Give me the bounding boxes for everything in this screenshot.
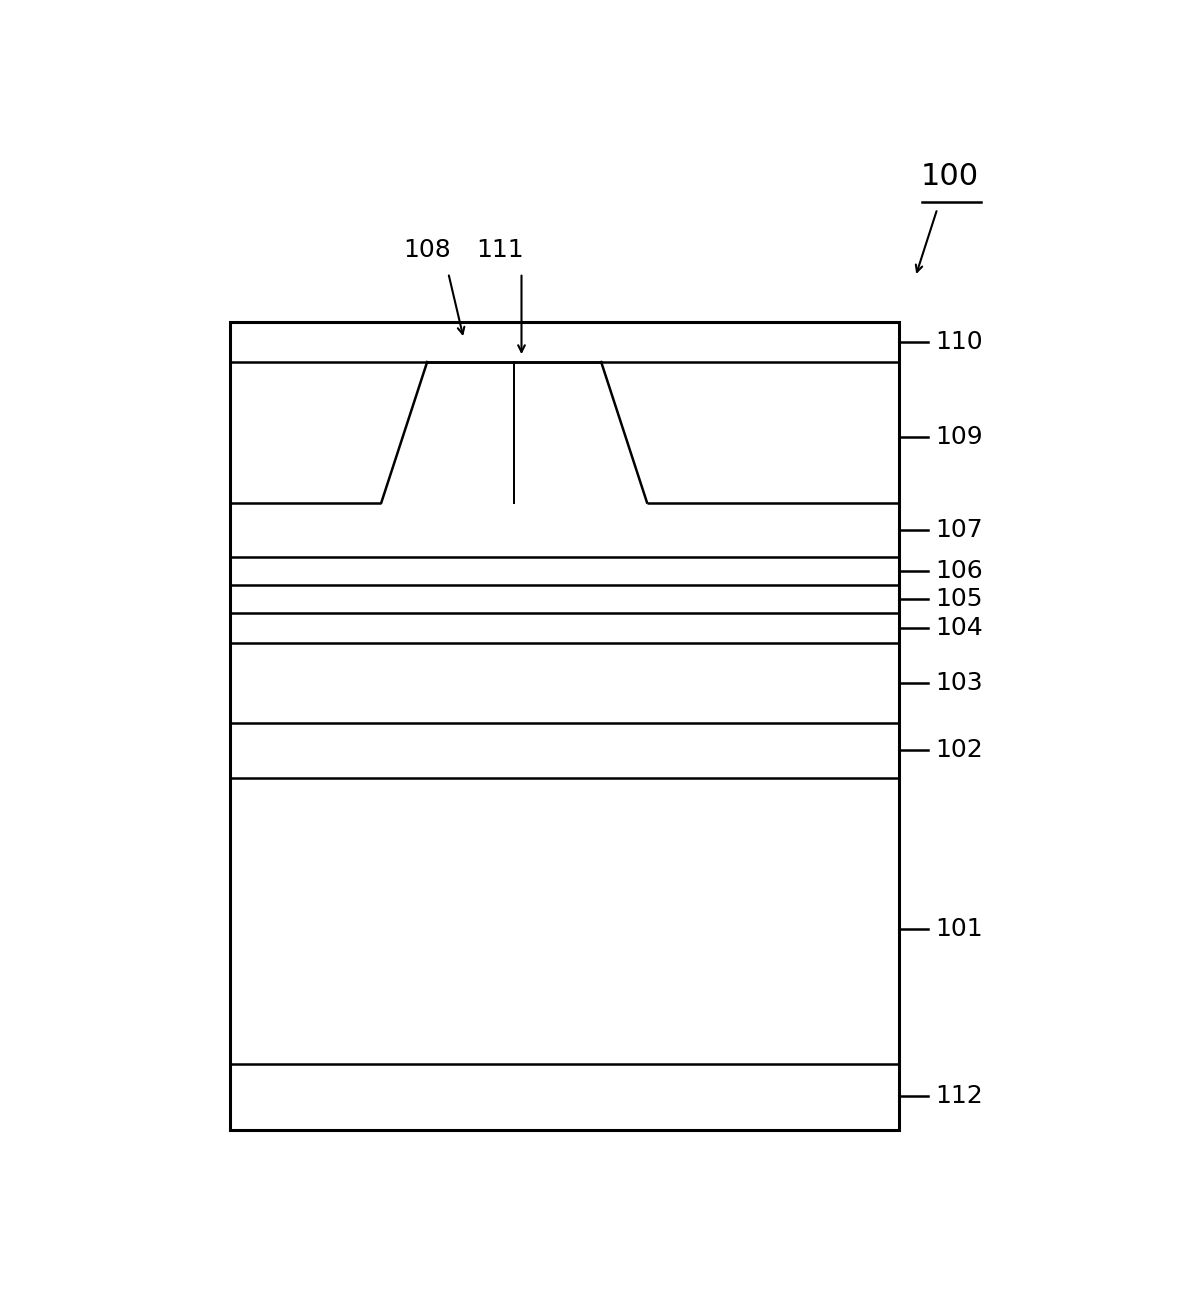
Text: 108: 108 [403,237,452,262]
Text: 105: 105 [936,586,983,611]
Text: 106: 106 [936,559,983,582]
Text: 112: 112 [936,1084,983,1109]
Text: 104: 104 [936,616,983,640]
Text: 100: 100 [921,163,979,192]
Text: 103: 103 [936,671,983,694]
Text: 102: 102 [936,739,983,762]
Text: 110: 110 [936,330,983,354]
Text: 109: 109 [936,425,983,450]
Bar [230,322,900,1130]
Text: 107: 107 [936,517,983,542]
Text: 111: 111 [476,237,525,262]
Text: 101: 101 [936,917,983,941]
